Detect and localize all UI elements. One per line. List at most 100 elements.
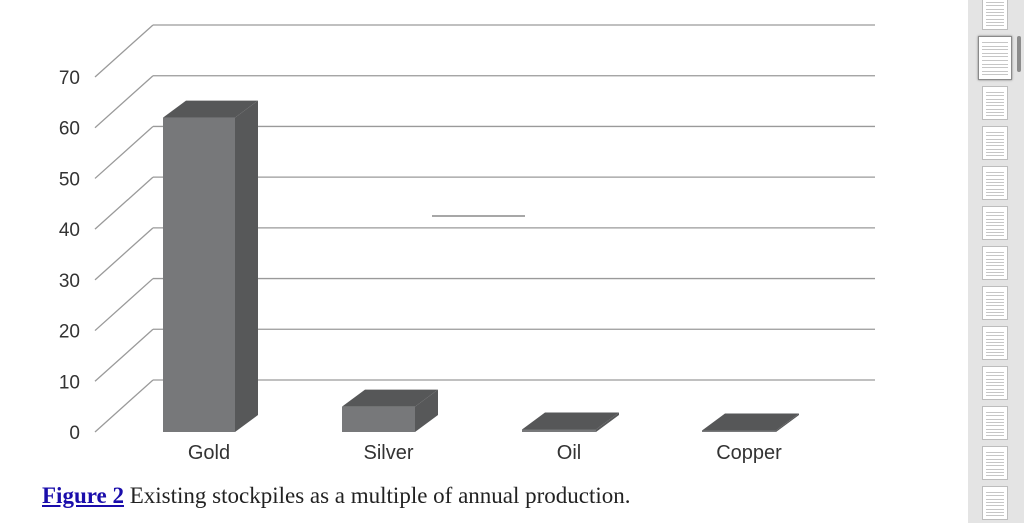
- thumbnail-text-line: [986, 225, 1004, 227]
- thumbnail-text-line: [986, 98, 1004, 100]
- page-thumbnail[interactable]: [982, 0, 1008, 30]
- thumbnail-text-line: [986, 335, 1004, 337]
- gridline-diagonal-10: [94, 328, 154, 382]
- bar-front: [702, 430, 776, 432]
- thumbnail-text-line: [986, 258, 1004, 260]
- thumbnail-text-line: [986, 505, 1004, 507]
- page-thumbnail[interactable]: [982, 486, 1008, 520]
- thumbnail-text-line: [986, 105, 1004, 107]
- thumbnail-text-line: [986, 458, 1004, 460]
- thumbnail-text-line: [986, 252, 1004, 253]
- thumbnail-text-line: [986, 511, 1004, 513]
- thumbnail-text-line: [986, 492, 1004, 493]
- thumbnail-text-line: [986, 461, 1004, 463]
- thumbnail-text-line: [986, 351, 1004, 353]
- y-tick-label-0: 0: [69, 423, 80, 444]
- page-thumbnail[interactable]: [982, 326, 1008, 360]
- thumbnail-text-line: [986, 228, 1004, 230]
- bar-gold: [163, 100, 258, 433]
- page-thumbnail[interactable]: [982, 206, 1008, 240]
- thumbnail-text-line: [986, 15, 1004, 17]
- thumbnail-text-line: [986, 275, 1004, 277]
- bar-silver: [342, 389, 438, 432]
- gridline-diagonal-60: [94, 75, 154, 129]
- thumbnail-text-line: [986, 135, 1004, 137]
- thumbnail-text-line: [986, 2, 1004, 3]
- page-thumbnail[interactable]: [982, 126, 1008, 160]
- y-tick-label-60: 60: [59, 119, 80, 140]
- thumbnail-text-line: [986, 195, 1004, 197]
- thumbnail-text-line: [982, 42, 1008, 43]
- thumbnail-text-line: [986, 495, 1004, 497]
- thumbnail-text-line: [986, 465, 1004, 467]
- thumbnail-text-line: [986, 255, 1004, 257]
- thumbnail-text-line: [982, 56, 1008, 58]
- thumbnail-text-line: [986, 25, 1004, 27]
- bar-top: [702, 413, 799, 431]
- thumbnail-text-line: [986, 92, 1004, 93]
- thumbnail-text-line: [986, 475, 1004, 477]
- thumbnail-text-line: [986, 338, 1004, 340]
- x-category-label-copper: Copper: [716, 442, 782, 464]
- thumbnail-text-line: [986, 431, 1004, 433]
- thumbnail-text-line: [986, 138, 1004, 140]
- thumbnail-text-line: [986, 172, 1004, 173]
- y-tick-label-50: 50: [59, 169, 80, 190]
- thumbnail-text-line: [986, 381, 1004, 383]
- gridline-diagonal-40: [94, 176, 154, 230]
- thumbnail-text-line: [986, 101, 1004, 103]
- page-thumbnail[interactable]: [978, 36, 1012, 80]
- caption-text: Existing stockpiles as a multiple of ann…: [123, 483, 631, 508]
- bar-top: [342, 389, 438, 407]
- thumbnail-text-line: [986, 311, 1004, 313]
- thumbnail-text-line: [986, 378, 1004, 380]
- thumbnail-text-line: [986, 308, 1004, 310]
- page-thumbnail[interactable]: [982, 286, 1008, 320]
- x-category-label-oil: Oil: [557, 442, 581, 464]
- x-category-label-gold: Gold: [188, 442, 230, 464]
- thumbnail-text-line: [986, 148, 1004, 150]
- bar-side: [596, 412, 619, 432]
- thumbnail-text-line: [986, 341, 1004, 343]
- thumbnail-text-line: [986, 175, 1004, 177]
- thumbnail-text-line: [986, 388, 1004, 390]
- thumbnail-text-line: [982, 70, 1008, 72]
- thumbnail-text-line: [986, 215, 1004, 217]
- bar-front: [342, 406, 415, 432]
- thumbnail-text-line: [986, 471, 1004, 473]
- thumbnail-text-line: [986, 141, 1004, 143]
- thumbnail-text-line: [986, 261, 1004, 263]
- page-thumbnail[interactable]: [982, 446, 1008, 480]
- thumbnail-text-line: [982, 60, 1008, 61]
- y-tick-label-70: 70: [59, 68, 80, 89]
- gridline-diagonal-50: [94, 125, 154, 179]
- thumbnail-text-line: [986, 468, 1004, 470]
- bar-side: [776, 413, 799, 432]
- thumbnail-text-line: [986, 188, 1004, 190]
- page-thumbnail[interactable]: [982, 166, 1008, 200]
- thumbnail-text-line: [986, 295, 1004, 297]
- thumbnail-text-line: [986, 115, 1004, 117]
- figure-link[interactable]: Figure 2: [42, 483, 124, 508]
- thumbnail-text-line: [986, 21, 1004, 23]
- thumbnail-text-line: [986, 178, 1004, 180]
- thumbnail-text-line: [986, 395, 1004, 397]
- y-tick-label-30: 30: [59, 271, 80, 292]
- bar-top: [522, 412, 619, 430]
- thumbnail-text-line: [986, 355, 1004, 357]
- thumbnail-text-line: [986, 108, 1004, 110]
- page-thumbnail[interactable]: [982, 366, 1008, 400]
- thumbnail-text-line: [982, 67, 1008, 69]
- y-tick-label-40: 40: [59, 220, 80, 241]
- thumbnail-text-line: [986, 8, 1004, 10]
- page-thumbnail[interactable]: [982, 406, 1008, 440]
- bars: [163, 100, 799, 433]
- bar-copper: [702, 413, 799, 432]
- page-thumbnail[interactable]: [982, 86, 1008, 120]
- thumbnail-text-line: [986, 132, 1004, 133]
- y-tick-label-20: 20: [59, 322, 80, 343]
- thumbnail-text-line: [986, 235, 1004, 237]
- page-thumbnail[interactable]: [982, 246, 1008, 280]
- thumbnail-text-line: [986, 425, 1004, 427]
- sidebar-scrollbar[interactable]: [1017, 36, 1021, 72]
